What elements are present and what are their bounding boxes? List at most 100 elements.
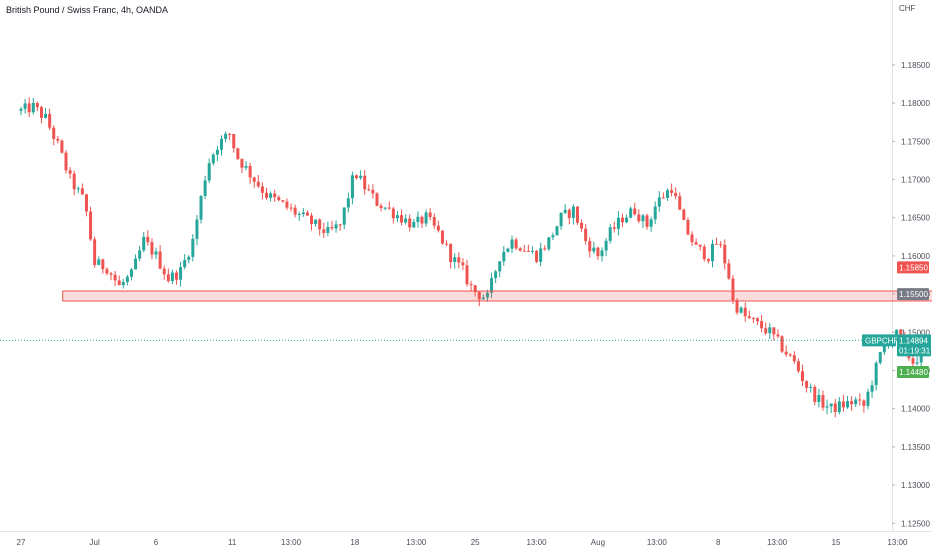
candle-body[interactable] <box>801 371 805 382</box>
candle-body[interactable] <box>228 133 232 135</box>
candle-body[interactable] <box>571 206 575 218</box>
candle-body[interactable] <box>207 163 211 181</box>
candle-body[interactable] <box>862 400 866 406</box>
candle-body[interactable] <box>911 358 915 364</box>
candle-body[interactable] <box>543 248 547 250</box>
candle-body[interactable] <box>751 317 755 319</box>
candle-body[interactable] <box>776 334 780 337</box>
candle-body[interactable] <box>841 401 845 408</box>
candle-body[interactable] <box>191 238 195 257</box>
candle-body[interactable] <box>575 206 579 223</box>
candle-body[interactable] <box>367 189 371 191</box>
candle-body[interactable] <box>76 188 80 190</box>
candle-body[interactable] <box>453 257 457 262</box>
candle-body[interactable] <box>134 258 138 270</box>
candle-body[interactable] <box>355 175 359 179</box>
candle-body[interactable] <box>600 250 604 257</box>
candle-body[interactable] <box>764 328 768 334</box>
candle-body[interactable] <box>203 180 207 196</box>
candle-body[interactable] <box>567 209 571 218</box>
candle-body[interactable] <box>723 244 727 264</box>
candle-body[interactable] <box>878 352 882 363</box>
candle-body[interactable] <box>551 235 555 238</box>
candle-body[interactable] <box>277 197 281 201</box>
candle-body[interactable] <box>162 268 166 275</box>
candle-body[interactable] <box>334 224 338 229</box>
candle-body[interactable] <box>23 103 27 109</box>
candle-body[interactable] <box>698 244 702 247</box>
candle-body[interactable] <box>502 251 506 262</box>
candle-body[interactable] <box>772 327 776 335</box>
candle-body[interactable] <box>117 280 121 286</box>
candle-body[interactable] <box>665 190 669 198</box>
candle-body[interactable] <box>305 212 309 216</box>
candle-body[interactable] <box>375 193 379 206</box>
candle-body[interactable] <box>400 215 404 223</box>
candle-body[interactable] <box>633 208 637 215</box>
candle-body[interactable] <box>768 327 772 334</box>
candle-body[interactable] <box>866 391 870 406</box>
candle-body[interactable] <box>817 395 821 402</box>
candle-body[interactable] <box>821 395 825 408</box>
candle-body[interactable] <box>363 175 367 190</box>
candle-body[interactable] <box>465 265 469 285</box>
candle-body[interactable] <box>649 219 653 227</box>
support-zone[interactable] <box>62 290 932 302</box>
candle-body[interactable] <box>174 272 178 280</box>
candle-body[interactable] <box>674 192 678 197</box>
candle-body[interactable] <box>788 354 792 356</box>
candle-body[interactable] <box>743 307 747 317</box>
candle-body[interactable] <box>89 211 93 240</box>
candle-body[interactable] <box>846 401 850 408</box>
candle-body[interactable] <box>346 198 350 208</box>
candle-body[interactable] <box>252 177 256 182</box>
candle-body[interactable] <box>35 102 39 108</box>
candle-body[interactable] <box>686 219 690 235</box>
candle-body[interactable] <box>129 269 133 277</box>
candle-body[interactable] <box>739 307 743 313</box>
candle-body[interactable] <box>657 197 661 207</box>
candle-body[interactable] <box>293 207 297 215</box>
candle-body[interactable] <box>710 243 714 262</box>
candle-body[interactable] <box>158 251 162 269</box>
candle-body[interactable] <box>858 399 862 401</box>
candle-body[interactable] <box>314 219 318 224</box>
candle-body[interactable] <box>416 216 420 222</box>
candle-body[interactable] <box>494 271 498 279</box>
candle-body[interactable] <box>604 240 608 251</box>
candle-body[interactable] <box>97 259 101 265</box>
candle-body[interactable] <box>301 212 305 215</box>
candle-body[interactable] <box>616 217 620 229</box>
candle-body[interactable] <box>150 242 154 255</box>
candle-body[interactable] <box>310 215 314 224</box>
candle-body[interactable] <box>125 276 129 282</box>
candle-body[interactable] <box>735 300 739 313</box>
candle-body[interactable] <box>518 248 522 251</box>
candle-body[interactable] <box>179 267 183 280</box>
candle-body[interactable] <box>154 251 158 255</box>
candle-body[interactable] <box>608 227 612 241</box>
candle-body[interactable] <box>142 236 146 251</box>
candle-body[interactable] <box>629 208 633 218</box>
candle-body[interactable] <box>530 250 534 252</box>
candle-body[interactable] <box>510 239 514 249</box>
candle-body[interactable] <box>584 228 588 241</box>
candle-body[interactable] <box>756 318 759 322</box>
candle-body[interactable] <box>539 248 543 262</box>
candle-body[interactable] <box>481 297 485 300</box>
candle-body[interactable] <box>490 278 494 293</box>
candle-body[interactable] <box>809 386 813 388</box>
candle-body[interactable] <box>535 250 539 262</box>
candle-body[interactable] <box>44 113 48 118</box>
candle-body[interactable] <box>690 234 694 243</box>
candle-body[interactable] <box>387 207 391 209</box>
candle-body[interactable] <box>825 406 829 408</box>
candle-body[interactable] <box>31 102 35 113</box>
candle-body[interactable] <box>93 239 97 265</box>
candle-body[interactable] <box>72 173 76 190</box>
candle-body[interactable] <box>837 401 841 413</box>
candle-body[interactable] <box>420 216 424 224</box>
candle-body[interactable] <box>620 217 624 223</box>
candle-body[interactable] <box>813 386 817 402</box>
